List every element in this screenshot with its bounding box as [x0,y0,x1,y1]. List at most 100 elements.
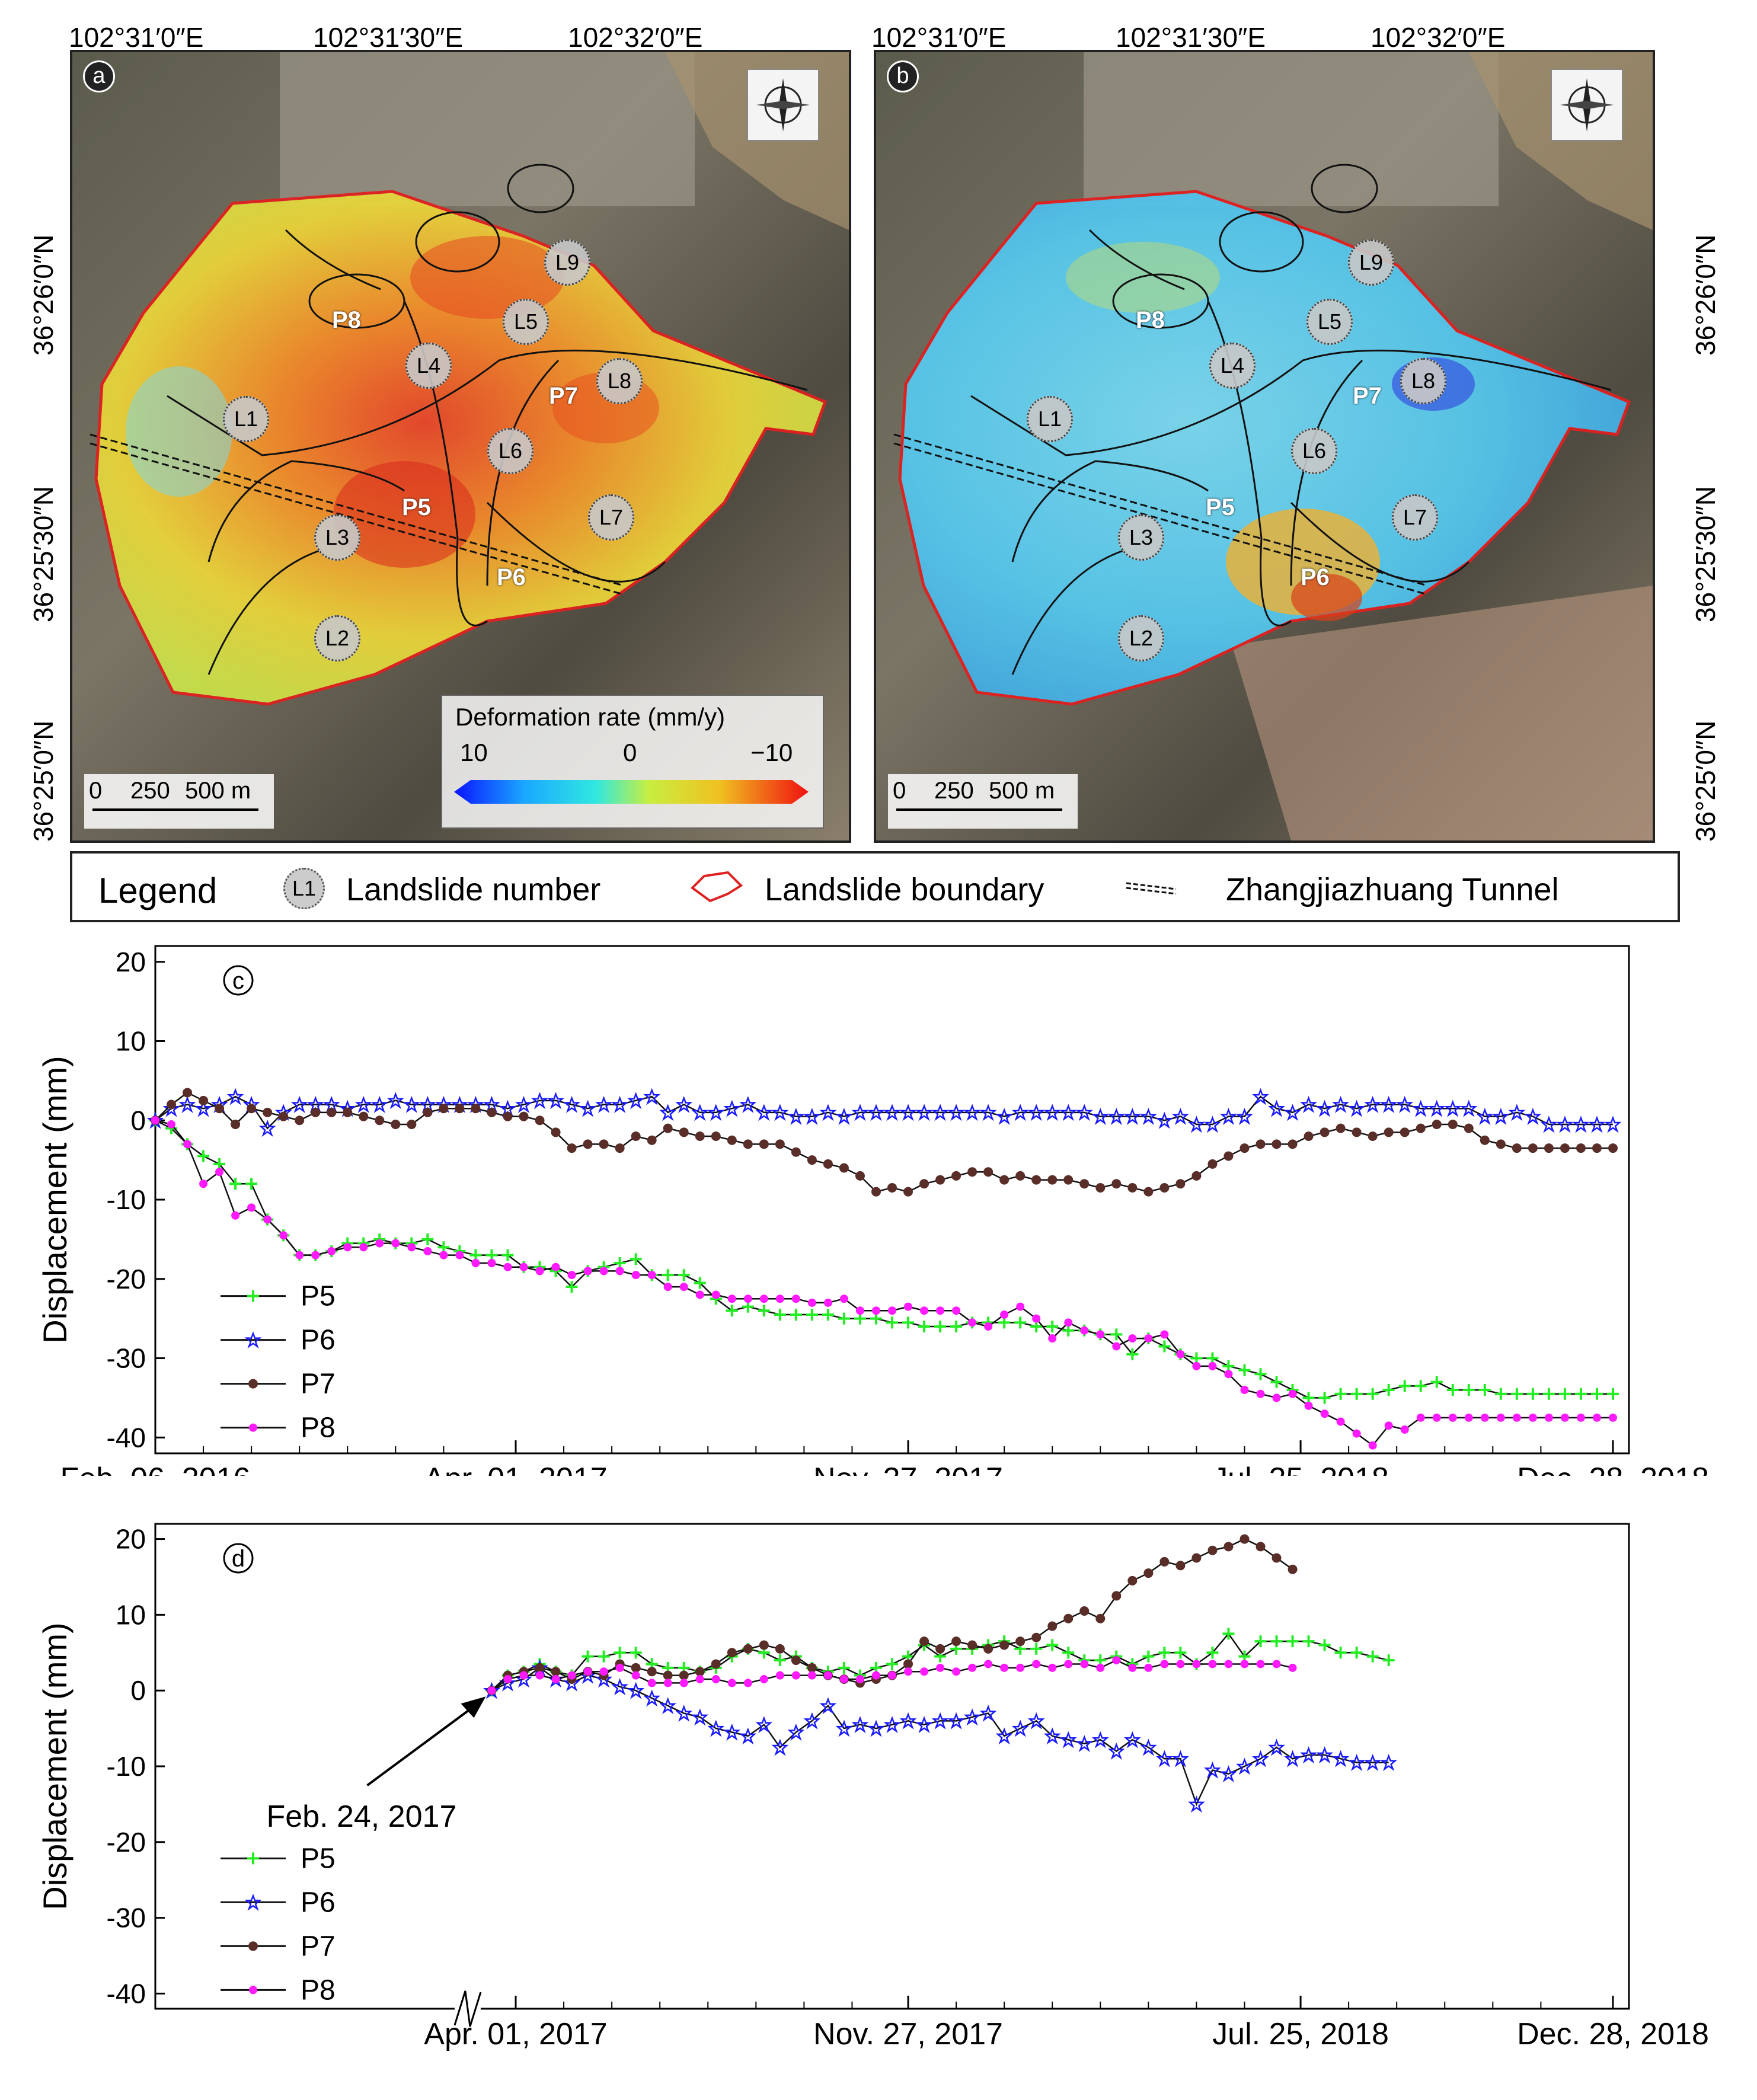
point-c-p5-26 [566,1281,578,1293]
point-d-p5-25 [886,1658,898,1670]
point-c-p8-42 [823,1298,832,1307]
point-c-p8-54 [1016,1302,1025,1311]
point-c-p5-38 [758,1305,770,1317]
xtick-label-d-2: Jul. 25, 2018 [1212,2017,1389,2051]
point-c-p8-4 [215,1168,224,1177]
point-d-p6-37 [1075,1735,1093,1753]
point-c-p7-29 [615,1143,625,1153]
point-c-p8-19 [455,1251,464,1260]
point-c-p5-50 [950,1321,963,1332]
point-d-p6-28 [931,1712,949,1730]
point-c-p6-86 [1524,1108,1542,1125]
point-d-p6-56 [1380,1754,1398,1772]
point-c-p6-16 [402,1095,420,1113]
point-d-p7-46 [1223,1542,1234,1552]
point-c-p8-49 [936,1306,945,1315]
point-c-p6-50 [947,1104,965,1121]
point-d-p7-40 [1127,1575,1138,1586]
point-d-p6-9 [627,1682,645,1699]
point-c-p7-63 [1159,1182,1170,1193]
point-d-p8-19 [791,1671,800,1680]
landslide-label-b-l9: L9 [1348,239,1394,286]
legend-label-c-p5: P5 [301,1281,336,1312]
point-d-p7-49 [1272,1553,1282,1563]
legend-label-d-p7: P7 [301,1930,336,1962]
point-c-p8-85 [1512,1413,1521,1422]
point-c-p6-53 [995,1108,1013,1125]
point-c-p6-74 [1332,1095,1349,1113]
point-d-p7-4 [551,1667,561,1677]
point-c-p8-36 [727,1294,736,1303]
point-c-p5-82 [1462,1384,1475,1396]
annotation-text: Feb. 24, 2017 [266,1799,456,1834]
point-c-p7-8 [279,1111,289,1121]
point-d-p8-17 [759,1675,768,1684]
point-c-p7-61 [1127,1182,1138,1193]
legend-marker-d-p7 [248,1941,258,1951]
point-d-p7-35 [1047,1621,1058,1631]
point-d-p6-21 [819,1697,837,1715]
plot-frame-c [154,945,1630,1455]
point-c-p8-8 [279,1231,288,1240]
landslide-label-a-l7: L7 [588,494,634,541]
landslide-label-b-l4: L4 [1209,343,1256,389]
point-c-p7-30 [631,1131,641,1141]
point-c-p5-22 [501,1249,514,1261]
point-c-p6-26 [563,1095,580,1113]
point-d-p8-6 [583,1667,592,1676]
point-d-p7-12 [679,1670,689,1680]
point-c-p5-81 [1446,1384,1459,1396]
point-d-p8-16 [743,1679,752,1687]
point-c-p8-76 [1368,1441,1377,1450]
point-c-p6-76 [1364,1095,1382,1113]
point-d-p7-30 [967,1640,977,1650]
point-c-p6-60 [1107,1108,1125,1125]
point-c-p7-45 [871,1187,881,1197]
point-c-p7-80 [1432,1119,1442,1129]
point-d-p8-44 [1192,1660,1201,1669]
point-c-p5-41 [806,1308,818,1321]
point-c-p8-71 [1288,1389,1297,1398]
point-c-p7-41 [807,1155,817,1165]
point-d-p7-32 [999,1640,1010,1650]
point-c-p7-52 [983,1167,993,1177]
point-c-p7-4 [215,1104,225,1114]
colorbar-tick-0: 0 [623,739,637,766]
point-d-p5-36 [1062,1647,1075,1659]
landslide-label-a-l5: L5 [503,299,549,345]
point-d-p6-29 [947,1712,965,1730]
legend-landslide-symbol: L1 [283,868,325,909]
point-d-p8-11 [663,1679,672,1687]
point-d-p7-42 [1159,1556,1170,1567]
legend-landslide-number: Landslide number [346,872,601,907]
point-c-p5-6 [245,1178,258,1190]
panel-letter-circle-c [223,965,254,996]
point-c-p6-42 [819,1104,837,1121]
point-c-p6-63 [1155,1111,1173,1129]
point-c-p5-68 [1238,1364,1251,1376]
point-c-p7-54 [1015,1171,1026,1181]
point-d-p7-44 [1191,1553,1202,1563]
point-c-p7-56 [1047,1175,1058,1185]
landslide-label-b-l1: L1 [1027,396,1073,442]
point-c-p7-11 [327,1107,337,1117]
point-d-p5-52 [1318,1639,1331,1651]
point-c-p6-70 [1268,1099,1285,1117]
point-c-p6-7 [258,1120,276,1137]
point-d-p6-16 [739,1727,757,1745]
series-markers-d-p6 [483,1659,1398,1813]
point-c-p8-91 [1608,1413,1617,1422]
point-d-p8-33 [1016,1663,1025,1672]
point-c-p6-29 [611,1095,629,1113]
legend-marker-c-p7 [248,1379,258,1389]
point-d-p8-3 [535,1671,544,1680]
point-c-p7-17 [423,1107,433,1117]
point-c-p8-48 [920,1306,929,1315]
point-c-p7-42 [823,1159,833,1169]
point-d-p6-35 [1043,1727,1061,1745]
colorbar-tick-neg10: −10 [750,739,793,766]
point-d-p6-18 [771,1738,789,1756]
point-c-p5-84 [1494,1388,1507,1400]
point-d-p5-50 [1286,1635,1299,1648]
point-d-p6-13 [691,1708,709,1726]
